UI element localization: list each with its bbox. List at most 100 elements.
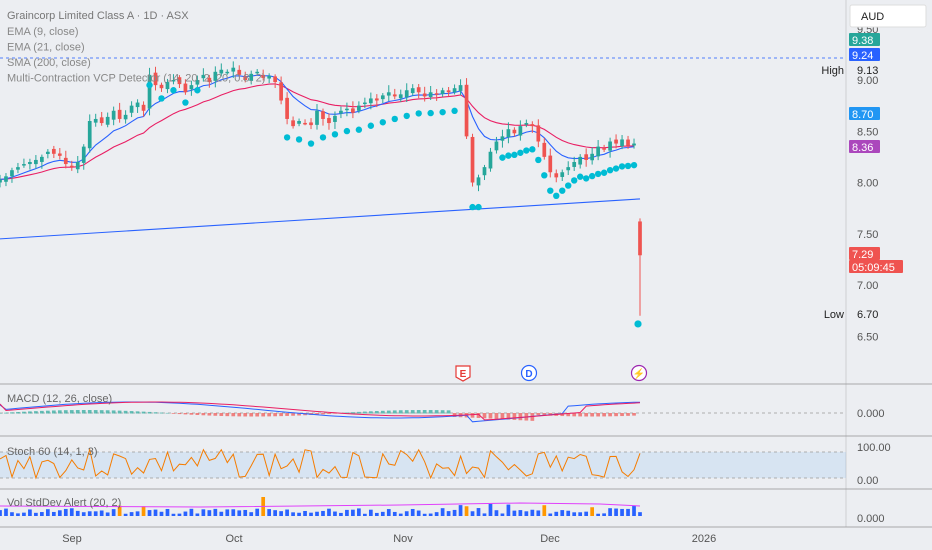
price-tick-label: 7.00 — [857, 280, 878, 292]
candle-up — [16, 167, 20, 170]
volume-bar — [626, 508, 630, 516]
volume-bar — [249, 512, 254, 516]
event-marker-2: ⚡ — [630, 364, 648, 382]
volume-bar — [596, 513, 600, 516]
vcp-dot — [511, 151, 518, 159]
candle-up — [189, 85, 194, 90]
candle-up — [452, 88, 457, 93]
candle-down — [51, 148, 56, 154]
price-badge-text: 05:09:45 — [852, 262, 895, 274]
macd-histogram-bar — [374, 411, 379, 414]
candle-up — [380, 95, 385, 100]
volume-bar — [620, 508, 624, 516]
candle-down — [117, 109, 122, 119]
volume-bar — [63, 508, 68, 516]
volume-bar — [416, 510, 421, 516]
dividend-icon — [520, 364, 538, 382]
macd-histogram-bar — [40, 410, 44, 414]
volume-bar — [542, 505, 547, 516]
macd-histogram-bar — [632, 413, 636, 416]
macd-histogram-bar — [500, 413, 505, 420]
volume-bar — [536, 510, 541, 516]
candle-down — [237, 69, 242, 75]
earnings-flag-icon — [455, 365, 471, 382]
volume-bar — [345, 509, 349, 516]
macd-histogram-bar — [536, 413, 541, 416]
candle-up — [518, 126, 523, 136]
event-letter: D — [525, 369, 532, 380]
candle-up — [590, 153, 595, 161]
volume-bar — [213, 508, 218, 516]
volume-bar — [75, 510, 80, 516]
macd-histogram-bar — [584, 413, 589, 417]
time-tick-label: Sep — [62, 533, 82, 545]
vcp-dot — [475, 203, 482, 211]
macd-histogram-bar — [111, 410, 116, 414]
volume-bar — [93, 511, 98, 516]
candle-down — [285, 97, 289, 119]
vcp-dot — [194, 87, 201, 94]
candle-down — [309, 122, 313, 126]
volume-bar — [560, 510, 565, 516]
macd-histogram-bar — [141, 411, 146, 414]
candle-up — [195, 80, 200, 85]
volume-bar — [291, 512, 295, 516]
volume-bar — [237, 510, 242, 516]
candle-down — [446, 90, 451, 93]
macd-histogram-bar — [159, 412, 164, 414]
price-badge — [849, 247, 880, 260]
candle-up — [560, 172, 565, 177]
volume-bar — [530, 509, 535, 516]
candle-down — [63, 157, 68, 165]
macd-histogram-bar — [476, 413, 481, 418]
volume-bar — [524, 511, 529, 516]
candle-down — [141, 104, 146, 111]
candle-up — [129, 105, 134, 113]
volume-bar — [177, 513, 182, 516]
high-label: High — [821, 65, 844, 77]
vcp-dot — [439, 108, 446, 116]
volume-bar — [422, 513, 427, 516]
macd-histogram-bar — [327, 413, 331, 415]
volume-bar — [554, 511, 559, 516]
volume-bar — [219, 511, 224, 516]
volume-bar — [105, 512, 110, 516]
indicator-label: SMA (200, close) — [7, 57, 91, 69]
vcp-dot — [582, 175, 590, 182]
candle-up — [87, 121, 92, 149]
volume-bar — [183, 511, 188, 516]
macd-histogram-bar — [434, 410, 439, 414]
vcp-dot-last — [634, 320, 642, 328]
macd-histogram-bar — [135, 411, 140, 414]
candle-up — [219, 69, 224, 74]
price-tick-label: 9.00 — [857, 75, 878, 87]
price-badge — [849, 107, 880, 120]
candle-down — [243, 76, 248, 80]
macd-histogram-bar — [16, 412, 20, 414]
event-letter: ⚡ — [633, 367, 645, 380]
volume-bar — [171, 513, 176, 516]
vcp-dot — [158, 95, 165, 102]
volume-bar — [153, 509, 158, 516]
macd-histogram-bar — [333, 413, 337, 414]
macd-histogram-bar — [440, 410, 445, 414]
volume-bar — [141, 506, 146, 516]
macd-histogram-bar — [279, 413, 283, 417]
volume-bar — [404, 511, 409, 516]
vcp-dot — [319, 134, 327, 141]
volume-bar — [243, 509, 248, 516]
macd-histogram-bar — [93, 410, 98, 414]
candle-down — [530, 124, 535, 127]
candle-up — [171, 80, 176, 82]
macd-histogram-bar — [572, 413, 577, 417]
candle-down — [321, 111, 325, 119]
candle-up — [398, 94, 403, 99]
axis-layer: 9.509.008.508.007.507.006.50AUD9.389.248… — [7, 4, 927, 545]
volume-bar — [0, 510, 2, 516]
volume-bar — [434, 512, 439, 516]
volume-bar — [548, 513, 553, 516]
vcp-dot — [553, 192, 560, 200]
price-badge-text: 9.38 — [852, 35, 873, 47]
vcp-dot — [355, 126, 363, 133]
